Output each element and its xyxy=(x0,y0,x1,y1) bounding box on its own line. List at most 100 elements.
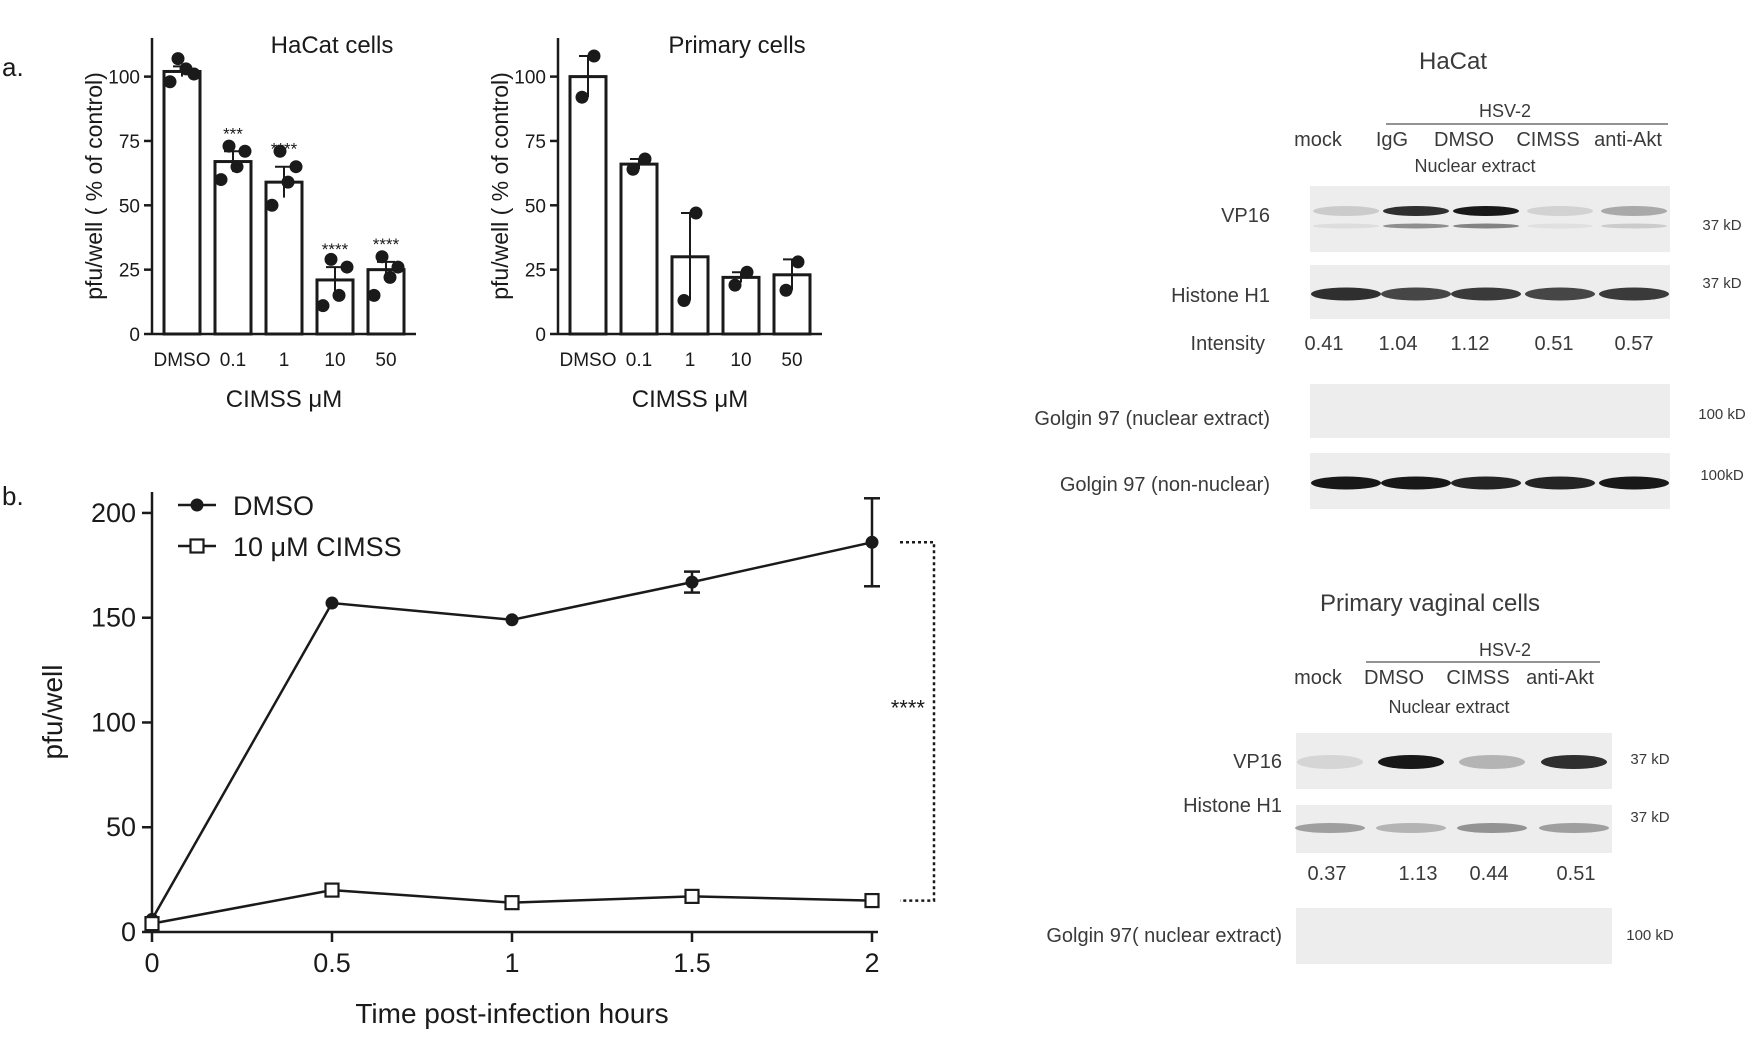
primary-western-blot: Primary vaginal cells HSV-2 mock DMSO CIMSS a… xyxy=(1046,590,1674,964)
intensity-label: Intensity xyxy=(1191,333,1265,355)
vp16-band xyxy=(1601,206,1667,216)
legend-marker xyxy=(190,498,204,512)
golgin-non-nuclear-band xyxy=(1381,476,1451,490)
hacat-western-blot: HaCat HSV-2 mock IgG DMSO CIMSS anti-Akt Nuclea… xyxy=(1034,48,1746,509)
lane-label-mock: mock xyxy=(1294,129,1343,151)
data-point xyxy=(214,173,228,187)
data-point xyxy=(187,67,201,81)
histone-h1-band xyxy=(1295,823,1365,833)
lane-label-anti-Akt: anti-Akt xyxy=(1526,667,1594,689)
y-tick-label: 0 xyxy=(535,325,546,346)
vp16-lower-band xyxy=(1313,223,1379,229)
vp16-band xyxy=(1297,755,1363,769)
blot-title: HaCat xyxy=(1419,48,1487,75)
x-tick-label: 0.5 xyxy=(313,948,351,978)
hsv2-label: HSV-2 xyxy=(1479,640,1531,660)
x-tick-label: 50 xyxy=(781,350,802,371)
y-tick-label: 75 xyxy=(525,132,546,153)
row-label-1: Histone H1 xyxy=(1171,285,1270,307)
extract-label: Nuclear extract xyxy=(1414,156,1535,176)
data-point xyxy=(779,283,793,297)
histone-h1-band xyxy=(1376,823,1446,833)
chart-title: Primary cells xyxy=(668,32,805,59)
golgin-non-nuclear-band xyxy=(1525,476,1595,490)
row-label-3: Golgin 97 (non-nuclear) xyxy=(1060,474,1270,496)
blot-strip-0 xyxy=(1310,186,1670,252)
y-tick-label: 100 xyxy=(514,68,546,89)
y-tick-label: 0 xyxy=(129,325,140,346)
size-marker-1: 37 kD xyxy=(1630,809,1669,826)
lane-label-DMSO: DMSO xyxy=(1434,129,1494,151)
chart-title: HaCat cells xyxy=(271,32,394,59)
data-point xyxy=(273,144,287,158)
data-point xyxy=(587,49,601,63)
vp16-band xyxy=(1378,755,1444,769)
size-marker-0: 37 kD xyxy=(1630,751,1669,768)
row-label-1: Histone H1 xyxy=(1183,795,1282,817)
histone-h1-band xyxy=(1539,823,1609,833)
data-point xyxy=(864,892,880,909)
lane-label-IgG: IgG xyxy=(1376,129,1408,151)
data-point xyxy=(740,265,754,279)
intensity-value: 0.44 xyxy=(1470,863,1509,885)
y-tick-label: 25 xyxy=(525,261,546,282)
vp16-band xyxy=(1459,755,1525,769)
data-point xyxy=(505,613,519,627)
row-label-2: Golgin 97 (nuclear extract) xyxy=(1034,408,1270,430)
vp16-lower-band xyxy=(1527,223,1593,229)
intensity-value: 0.37 xyxy=(1308,863,1347,885)
x-tick-label: 1 xyxy=(685,350,696,371)
extract-label: Nuclear extract xyxy=(1388,697,1509,717)
legend-marker xyxy=(189,538,205,554)
panel-label-a: a. xyxy=(2,52,24,82)
data-point xyxy=(367,288,381,302)
bar-0.1 xyxy=(213,160,253,336)
size-marker-0: 37 kD xyxy=(1702,217,1741,234)
blot-strip-2 xyxy=(1310,384,1670,438)
size-marker-1: 37 kD xyxy=(1702,275,1741,292)
hsv2-label: HSV-2 xyxy=(1479,101,1531,121)
size-marker-3: 100kD xyxy=(1700,467,1744,484)
data-point xyxy=(626,162,640,176)
intensity-value: 1.04 xyxy=(1379,333,1418,355)
row-label-0: VP16 xyxy=(1233,751,1282,773)
x-tick-label: 10 xyxy=(730,350,751,371)
vp16-band xyxy=(1383,206,1449,216)
data-point xyxy=(728,278,742,292)
vp16-lower-band xyxy=(1383,223,1449,229)
histone-h1-band xyxy=(1311,287,1381,301)
golgin-non-nuclear-band xyxy=(1451,476,1521,490)
intensity-value: 0.51 xyxy=(1535,333,1574,355)
data-point xyxy=(144,916,160,932)
data-point xyxy=(265,198,279,212)
histone-h1-band xyxy=(1457,823,1527,833)
size-marker-2: 100 kD xyxy=(1698,406,1746,423)
data-point xyxy=(163,75,177,89)
y-tick-label: 100 xyxy=(91,707,136,737)
significance-label: **** xyxy=(322,240,349,259)
time-course-line-chart: 0 50 100 150 200 0 0.5 1 1.5 2 Time post-infection… xyxy=(37,491,936,1029)
hacat-bar-chart: 0 25 50 75 100 DMSO *** 0.1 **** 1 **** 10 **** 50 HaC… xyxy=(81,32,416,413)
x-tick-label: 2 xyxy=(864,948,879,978)
intensity-value: 1.13 xyxy=(1399,863,1438,885)
vp16-band xyxy=(1313,206,1379,216)
lane-label-anti-Akt: anti-Akt xyxy=(1594,129,1662,151)
significance-bracket xyxy=(900,541,936,902)
y-tick-label: 75 xyxy=(119,132,140,153)
data-point xyxy=(575,90,589,104)
y-axis-label: pfu/well ( % of control) xyxy=(81,72,107,300)
vp16-lower-band xyxy=(1601,223,1667,229)
histone-h1-band xyxy=(1525,287,1595,301)
significance-label: **** xyxy=(271,140,298,159)
intensity-value: 0.51 xyxy=(1557,863,1596,885)
vp16-band xyxy=(1527,206,1593,216)
lane-label-CIMSS: CIMSS xyxy=(1516,129,1579,151)
histone-h1-band xyxy=(1599,287,1669,301)
data-point xyxy=(791,255,805,269)
x-tick-label: DMSO xyxy=(560,350,617,371)
data-point xyxy=(689,206,703,220)
data-point xyxy=(638,152,652,166)
legend-label-cimss: 10 μM CIMSS xyxy=(233,532,402,562)
x-tick-label: 0 xyxy=(144,948,159,978)
